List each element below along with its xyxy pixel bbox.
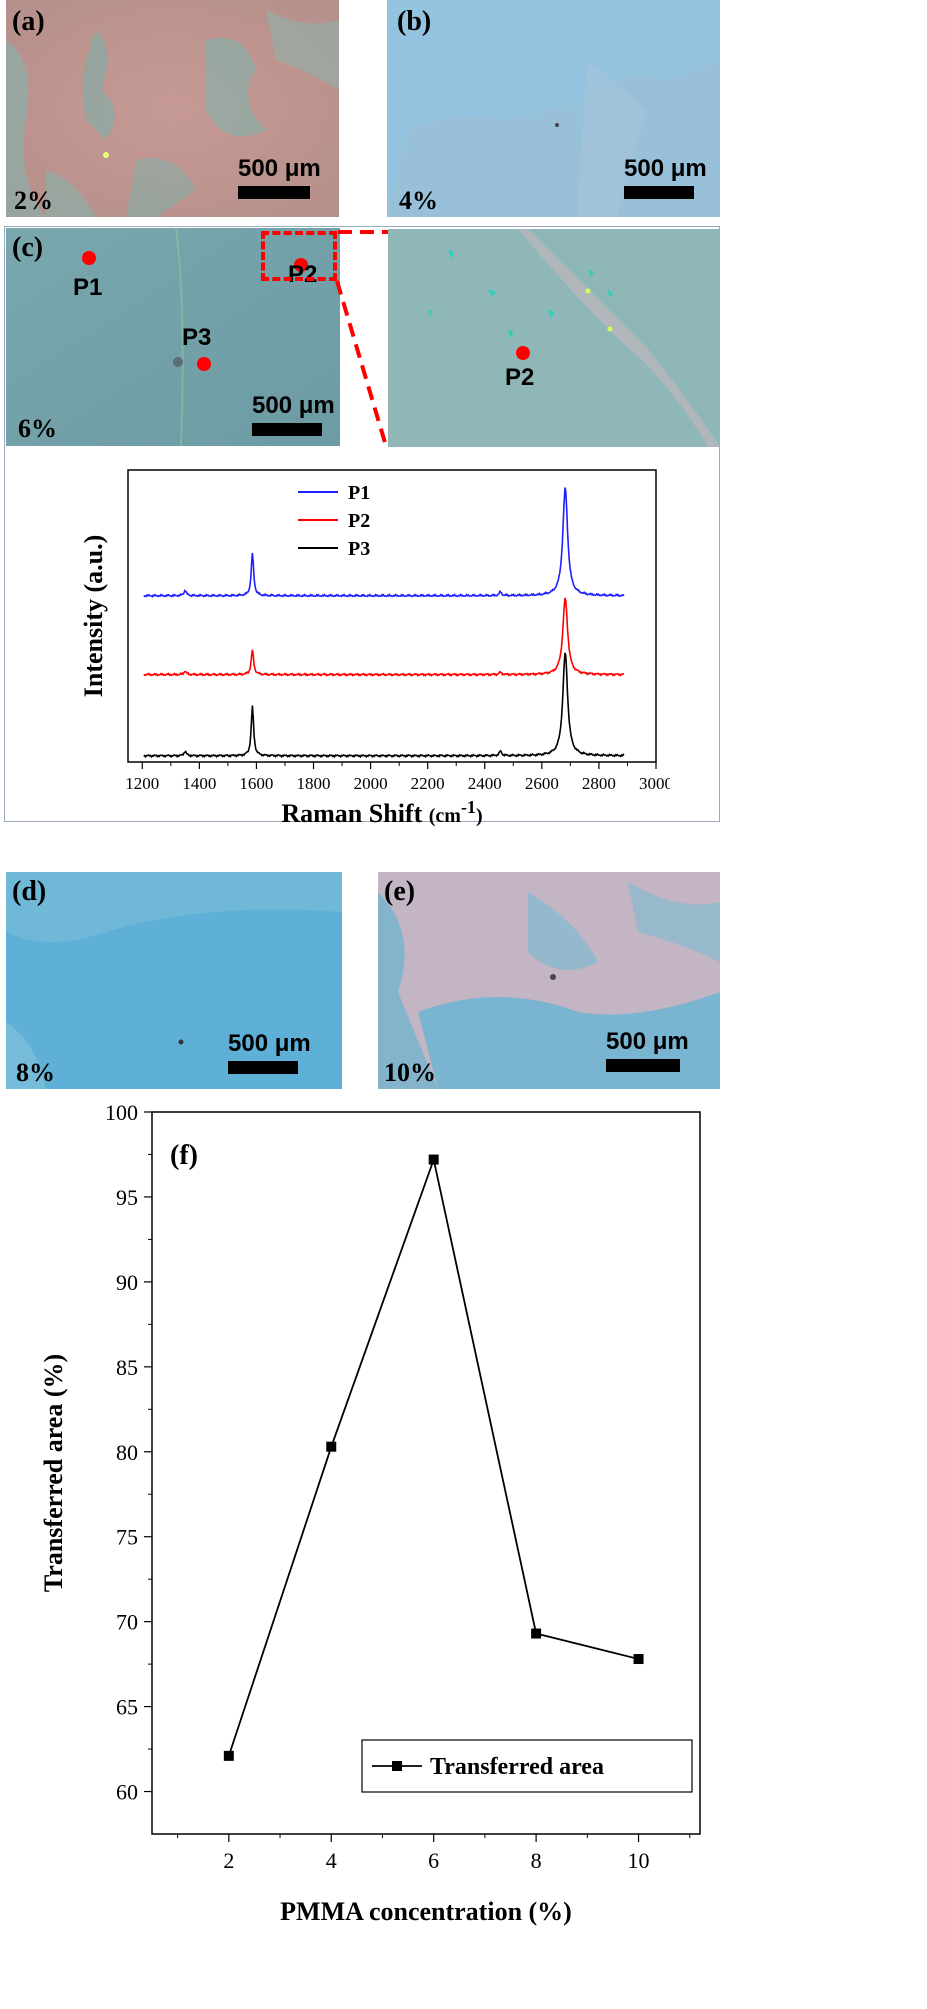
panel-label-b: (b): [397, 6, 432, 37]
scale-bar-line-b: [624, 186, 694, 199]
area-x-tick-label: 6: [428, 1848, 439, 1873]
concentration-label-a: 2%: [14, 186, 53, 215]
raman-x-tick-label: 3000: [639, 774, 670, 793]
area-y-tick-label: 100: [105, 1100, 138, 1125]
area-y-tick-label: 80: [116, 1440, 138, 1465]
scale-bar-c: 500 μm: [252, 392, 335, 436]
area-plot-frame: [151, 1111, 701, 1835]
raman-spectrum-chart: 1200 1400 1600 1800 2000 2200 2400 2600 2800 3000…: [79, 469, 670, 828]
area-data-point: [223, 1750, 234, 1761]
micrograph-panel-b: (b) 4% 500 μm: [387, 0, 720, 217]
raman-x-tick-label: 2800: [582, 774, 616, 793]
area-legend-label: Transferred area: [430, 1754, 604, 1780]
scale-bar-label-a: 500 μm: [238, 155, 321, 182]
zoom-connector: [335, 230, 388, 447]
scale-bar-line-c: [252, 423, 322, 436]
micrograph-panel-a: (a) 2% 500 μm: [6, 0, 339, 217]
raman-y-axis-label: Intensity (a.u.): [79, 535, 108, 698]
transferred-area-chart: 60 65 70 75 80 85 90 95 100 2 4 6 8 10 PMMA concentrat…: [39, 1100, 701, 1926]
scale-bar-d: 500 μm: [228, 1030, 311, 1074]
raman-legend-label-p2: P2: [348, 510, 370, 532]
micrograph-inset-image: [388, 229, 720, 447]
concentration-label-d: 8%: [16, 1058, 55, 1087]
panel-label-d: (d): [12, 876, 47, 907]
point-marker-p2: [294, 258, 308, 272]
raman-x-tick-label: 2000: [354, 774, 388, 793]
zoom-region-box: [261, 231, 337, 281]
raman-legend-label-p3: P3: [348, 538, 370, 560]
area-series-line: [227, 1156, 639, 1757]
area-x-axis-label: PMMA concentration (%): [280, 1897, 572, 1926]
area-y-tick-label: 60: [116, 1780, 138, 1805]
scale-bar-line-d: [228, 1061, 298, 1074]
area-x-tick-label: 10: [628, 1848, 650, 1873]
raman-x-tick-label: 1600: [239, 774, 273, 793]
scale-bar-e: 500 μm: [606, 1028, 689, 1072]
concentration-label-b: 4%: [399, 186, 438, 215]
scale-bar-line-e: [606, 1059, 680, 1072]
micrograph-image-e: [378, 872, 720, 1089]
micrograph-panel-d: (d) 8% 500 μm: [6, 872, 342, 1089]
area-data-point: [531, 1628, 542, 1639]
raman-x-axis-label: Raman Shift (cm-1): [281, 797, 482, 828]
scale-bar-label-d: 500 μm: [228, 1030, 311, 1057]
micrograph-image-c: [6, 228, 340, 446]
area-y-tick-label: 75: [116, 1525, 138, 1550]
area-y-tick-label: 90: [116, 1270, 138, 1295]
raman-x-tick-label: 1200: [125, 774, 159, 793]
micrograph-image-a: [6, 0, 339, 217]
scale-bar-line-a: [238, 186, 310, 199]
point-marker-p1: [82, 251, 96, 265]
raman-legend-label-p1: P1: [348, 482, 370, 504]
area-y-tick-label: 95: [116, 1185, 138, 1210]
micrograph-inset-c: P2: [388, 229, 720, 447]
micrograph-image-b: [387, 0, 720, 217]
raman-series-p2: [143, 597, 625, 677]
panel-label-c: (c): [12, 232, 44, 263]
scale-bar-label-b: 500 μm: [624, 155, 707, 182]
raman-series-p1: [143, 487, 625, 598]
raman-x-tick-label: 2200: [411, 774, 445, 793]
inset-point-label: P2: [505, 364, 535, 391]
concentration-label-e: 10%: [384, 1058, 436, 1087]
micrograph-image-d: [6, 872, 342, 1089]
area-y-tick-label: 65: [116, 1695, 138, 1720]
raman-plot-frame: [127, 469, 657, 763]
micrograph-panel-c: P1 P2 P3 (c) 6% 500 μm: [6, 228, 340, 446]
raman-x-tick-label: 2600: [525, 774, 559, 793]
micrograph-panel-e: (e) 10% 500 μm: [378, 872, 720, 1089]
panel-label-a: (a): [12, 6, 45, 37]
raman-series-p3: [143, 652, 625, 759]
point-label-p1: P1: [73, 274, 103, 301]
raman-x-tick-label: 2400: [468, 774, 502, 793]
area-y-axis-label: Transferred area (%): [39, 1354, 68, 1592]
scale-bar-label-e: 500 μm: [606, 1028, 689, 1055]
area-data-point: [428, 1154, 439, 1165]
panel-label-f: (f): [170, 1140, 198, 1171]
inset-point-marker: [516, 346, 530, 360]
panel-c-frame: [4, 226, 720, 822]
area-legend-marker: [392, 1761, 402, 1771]
raman-x-tick-label: 1800: [297, 774, 331, 793]
area-y-tick-label: 85: [116, 1355, 138, 1380]
area-x-tick-label: 4: [326, 1848, 337, 1873]
scale-bar-b: 500 μm: [624, 155, 707, 199]
area-data-point: [633, 1654, 644, 1665]
area-y-tick-label: 70: [116, 1610, 138, 1635]
point-marker-p3: [197, 357, 211, 371]
concentration-label-c: 6%: [18, 414, 57, 443]
raman-x-tick-label: 1400: [182, 774, 216, 793]
area-x-tick-label: 2: [223, 1848, 234, 1873]
scale-bar-a: 500 μm: [238, 155, 321, 199]
point-label-p2: P2: [288, 261, 318, 288]
area-data-point: [326, 1441, 337, 1452]
scale-bar-label-c: 500 μm: [252, 392, 335, 419]
area-x-tick-label: 8: [531, 1848, 542, 1873]
point-label-p3: P3: [182, 324, 212, 351]
panel-label-e: (e): [384, 876, 416, 907]
